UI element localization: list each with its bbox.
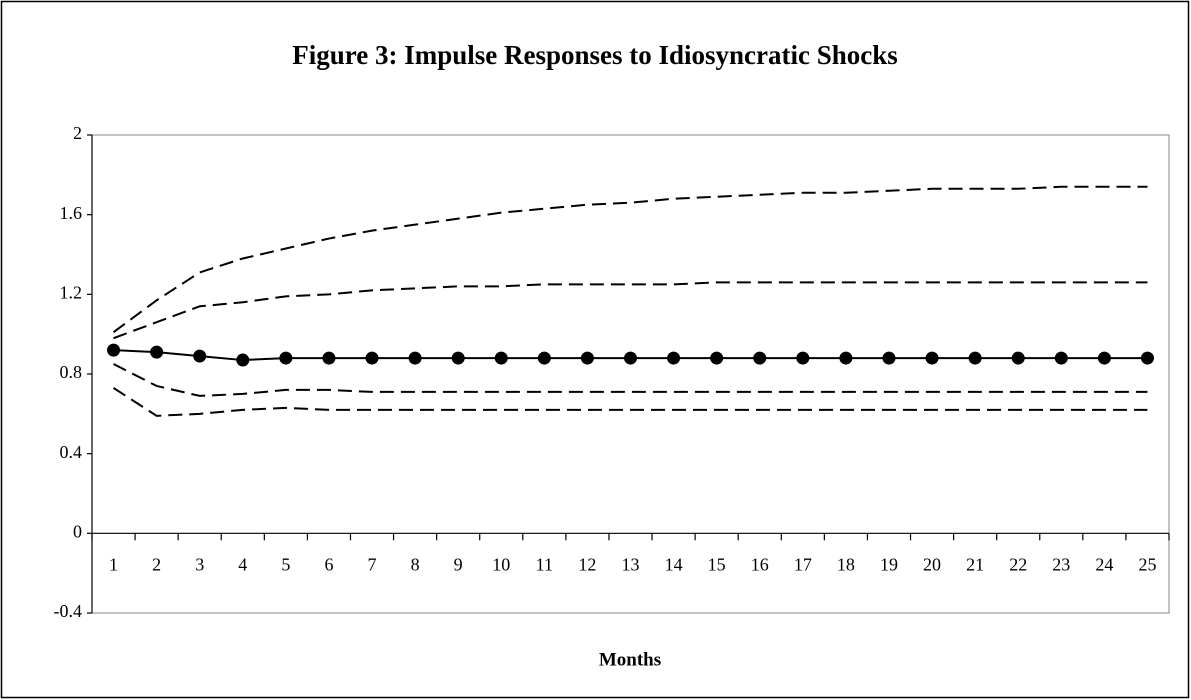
x-tick-label: 8 (411, 554, 420, 574)
chart-title: Figure 3: Impulse Responses to Idiosyncr… (292, 40, 898, 70)
y-tick-label: -0.4 (54, 601, 83, 621)
x-tick-label: 2 (152, 554, 161, 574)
x-tick-label: 18 (837, 554, 855, 574)
marker (451, 351, 465, 365)
x-tick-label: 3 (195, 554, 204, 574)
dashed-line (113, 281, 1148, 340)
x-tick-label: 21 (966, 554, 984, 574)
marker (1011, 351, 1025, 365)
marker (1054, 351, 1068, 365)
y-tick-label: 0.4 (60, 442, 83, 462)
marker (537, 351, 551, 365)
x-tick-label: 22 (1009, 554, 1027, 574)
y-tick-label: 1.2 (60, 282, 83, 302)
marker (925, 351, 939, 365)
marker (667, 351, 681, 365)
marker (150, 345, 164, 359)
x-tick-label: 14 (665, 554, 683, 574)
y-tick-label: 0 (73, 521, 82, 541)
x-tick-label: 5 (281, 554, 290, 574)
y-tick-label: 0.8 (60, 362, 83, 382)
marker (365, 351, 379, 365)
x-tick-label: 19 (880, 554, 898, 574)
marker (624, 351, 637, 365)
x-tick-label: 15 (708, 554, 726, 574)
marker (580, 351, 594, 365)
marker (882, 351, 896, 365)
x-axis-label: Months (599, 649, 661, 670)
y-tick-label: 2 (73, 123, 82, 143)
x-tick-label: 24 (1095, 554, 1113, 574)
x-tick-label: 4 (238, 554, 247, 574)
marker (1097, 351, 1111, 365)
marker (968, 351, 982, 365)
marker (408, 351, 422, 365)
marker (753, 351, 767, 365)
marker (1140, 351, 1154, 365)
x-tick-label: 12 (578, 554, 596, 574)
marker (107, 343, 121, 357)
y-tick-label: 1.6 (60, 203, 83, 223)
marker (710, 351, 724, 365)
dashed-line (112, 387, 1148, 417)
x-tick-label: 23 (1052, 554, 1070, 574)
marker (796, 351, 810, 365)
x-tick-label: 10 (492, 554, 510, 574)
marker (322, 351, 336, 365)
marker (494, 351, 508, 365)
x-tick-label: 16 (751, 554, 769, 574)
x-tick-label: 6 (324, 554, 333, 574)
marker (839, 351, 853, 365)
x-tick-label: 25 (1138, 554, 1156, 574)
x-tick-label: 11 (536, 554, 553, 574)
x-tick-label: 1 (109, 554, 118, 574)
marker (279, 351, 293, 365)
x-tick-label: 13 (622, 554, 640, 574)
x-tick-label: 17 (794, 554, 812, 574)
dashed-line (112, 185, 1148, 333)
dashed-line (113, 363, 1148, 397)
marker (193, 349, 207, 363)
x-tick-label: 7 (368, 554, 377, 574)
x-tick-label: 20 (923, 554, 941, 574)
marker (236, 353, 250, 367)
x-tick-label: 9 (454, 554, 463, 574)
